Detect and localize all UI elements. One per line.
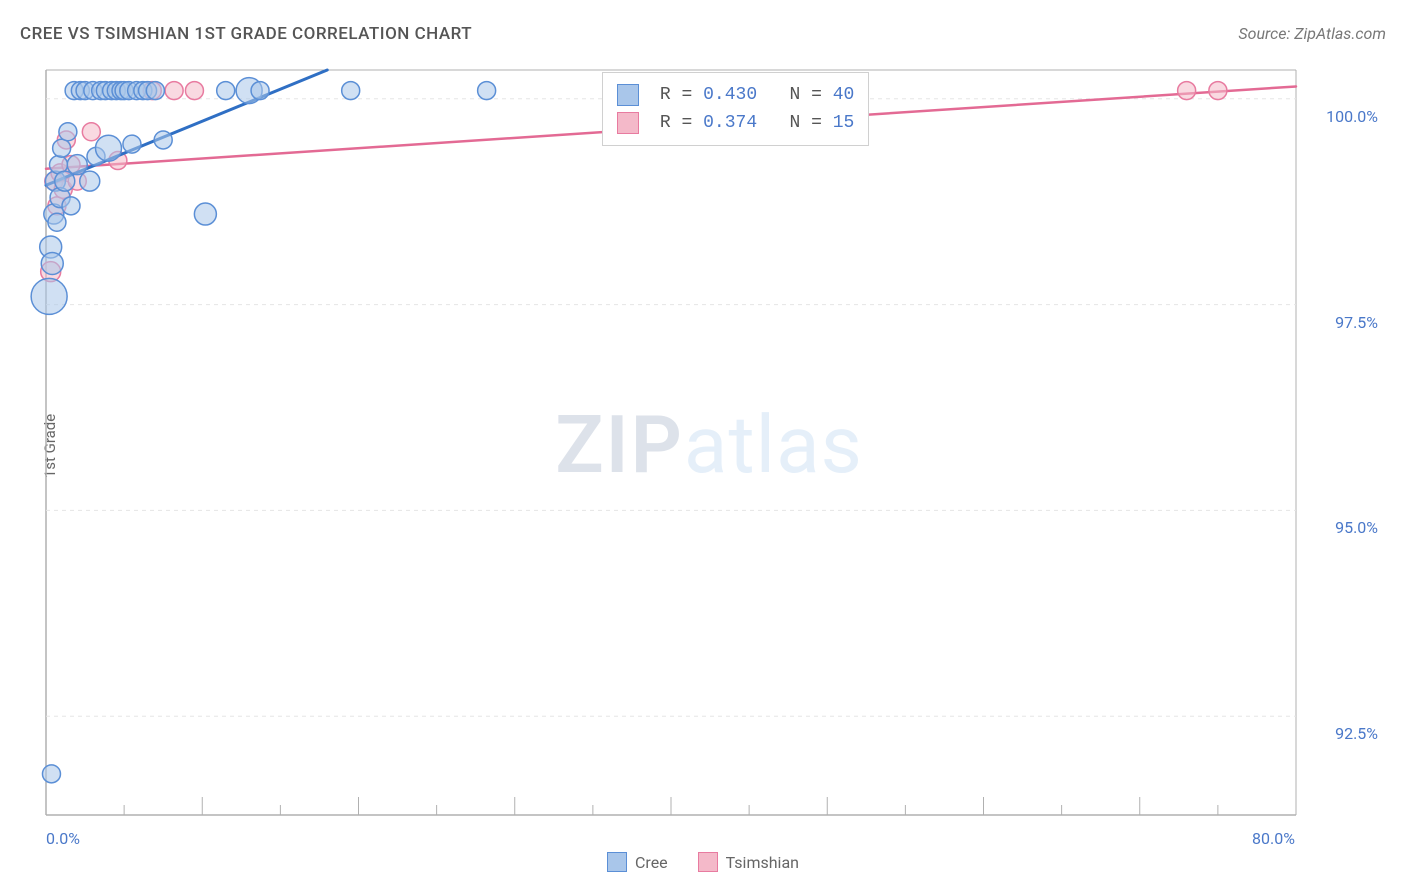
series-swatch xyxy=(617,84,639,106)
plot-area: 92.5%95.0%97.5%100.0% 0.0%80.0% ZIPatlas… xyxy=(46,70,1386,815)
stats-text: R = 0.374 N = 15 xyxy=(649,109,854,137)
source-label: Source: ZipAtlas.com xyxy=(1238,24,1386,43)
legend-label: Cree xyxy=(635,853,668,872)
legend-item: Tsimshian xyxy=(698,852,799,872)
series-swatch xyxy=(617,112,639,134)
bottom-legend: Cree Tsimshian xyxy=(0,852,1406,872)
x-tick-label: 0.0% xyxy=(46,829,80,848)
y-tick-label: 97.5% xyxy=(1308,313,1378,332)
chart-container: CREE VS TSIMSHIAN 1ST GRADE CORRELATION … xyxy=(0,0,1406,892)
y-tick-label: 100.0% xyxy=(1308,107,1378,126)
stats-row: R = 0.430 N = 40 xyxy=(617,81,854,109)
legend-swatch xyxy=(607,852,627,872)
legend-swatch xyxy=(698,852,718,872)
stats-legend-box: R = 0.430 N = 40 R = 0.374 N = 15 xyxy=(602,72,869,146)
legend-item: Cree xyxy=(607,852,668,872)
stats-text: R = 0.430 N = 40 xyxy=(649,81,854,109)
y-tick-label: 95.0% xyxy=(1308,518,1378,537)
scatter-svg xyxy=(46,70,1386,815)
stats-row: R = 0.374 N = 15 xyxy=(617,109,854,137)
y-tick-label: 92.5% xyxy=(1308,724,1378,743)
chart-title: CREE VS TSIMSHIAN 1ST GRADE CORRELATION … xyxy=(20,24,472,44)
x-tick-label: 80.0% xyxy=(1252,829,1295,848)
legend-label: Tsimshian xyxy=(726,853,799,872)
